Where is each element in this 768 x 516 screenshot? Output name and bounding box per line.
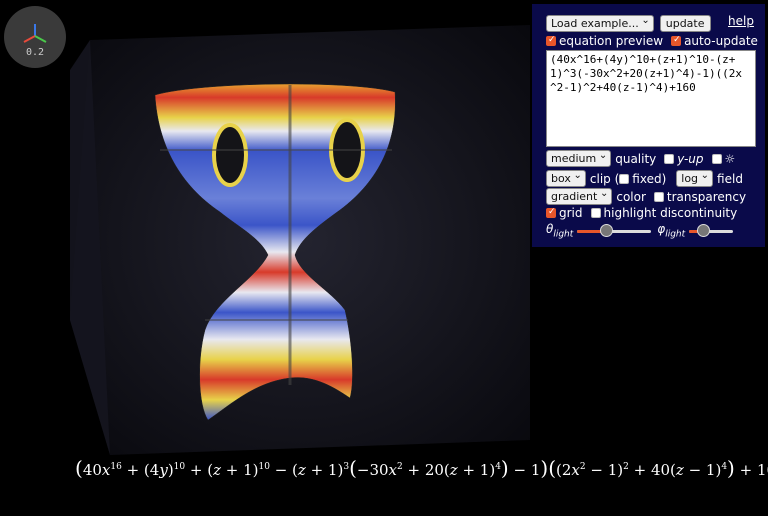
phi-light-slider[interactable] bbox=[689, 223, 734, 238]
highlight-discontinuity-checkbox[interactable] bbox=[590, 208, 601, 218]
light-checkbox[interactable] bbox=[711, 153, 722, 164]
color-select[interactable]: gradient bbox=[546, 186, 613, 205]
fixed-checkbox[interactable] bbox=[619, 173, 630, 184]
highlight-discontinuity-label: highlight discontinuity bbox=[603, 206, 738, 220]
y-up-checkbox[interactable] bbox=[664, 153, 675, 164]
theta-light-slider[interactable] bbox=[577, 223, 652, 238]
control-panel: Load example... update help equation pre… bbox=[532, 4, 765, 247]
transparency-checkbox[interactable] bbox=[653, 191, 664, 202]
y-up-label: y-up bbox=[677, 151, 704, 166]
theta-slider-thumb[interactable] bbox=[600, 223, 614, 237]
color-label: color bbox=[616, 189, 646, 204]
quality-select[interactable]: medium bbox=[546, 148, 612, 167]
equation-input[interactable]: (40x^16+(4y)^10+(z+1)^10-(z+ 1)^3(-30x^2… bbox=[546, 50, 756, 147]
light-label: ☼ bbox=[724, 151, 736, 166]
clip-box-edge bbox=[70, 40, 110, 455]
scale-label: 0.2 bbox=[25, 47, 45, 58]
equation-preview-label: equation preview bbox=[559, 34, 664, 48]
grid-checkbox[interactable] bbox=[546, 207, 556, 218]
equation-preview: (40x16 + (4y)10 + (z + 1)10 − (z + 1)3(−… bbox=[75, 456, 768, 480]
transparency-label: transparency bbox=[666, 189, 747, 204]
auto-update-checkbox[interactable] bbox=[671, 35, 682, 46]
auto-update-label: auto-update bbox=[684, 34, 758, 48]
clip-select[interactable]: box bbox=[546, 168, 586, 187]
clip-label: clip ( bbox=[589, 171, 620, 186]
help-link[interactable]: help bbox=[728, 14, 754, 28]
field-label: field bbox=[717, 171, 743, 186]
phi-light-label: φlight bbox=[657, 222, 686, 240]
quality-label: quality bbox=[615, 151, 657, 166]
example-select[interactable]: Load example... bbox=[546, 13, 654, 32]
field-select[interactable]: log bbox=[676, 168, 714, 187]
fixed-label: fixed) bbox=[632, 171, 667, 186]
theta-light-label: θlight bbox=[546, 222, 574, 240]
axis-gizmo[interactable]: 0.2 bbox=[4, 6, 66, 68]
phi-slider-thumb[interactable] bbox=[696, 223, 710, 237]
equation-preview-checkbox[interactable] bbox=[546, 35, 556, 46]
update-button[interactable]: update bbox=[659, 15, 711, 32]
grid-label: grid bbox=[559, 206, 583, 220]
surface-hole-left bbox=[212, 123, 248, 187]
